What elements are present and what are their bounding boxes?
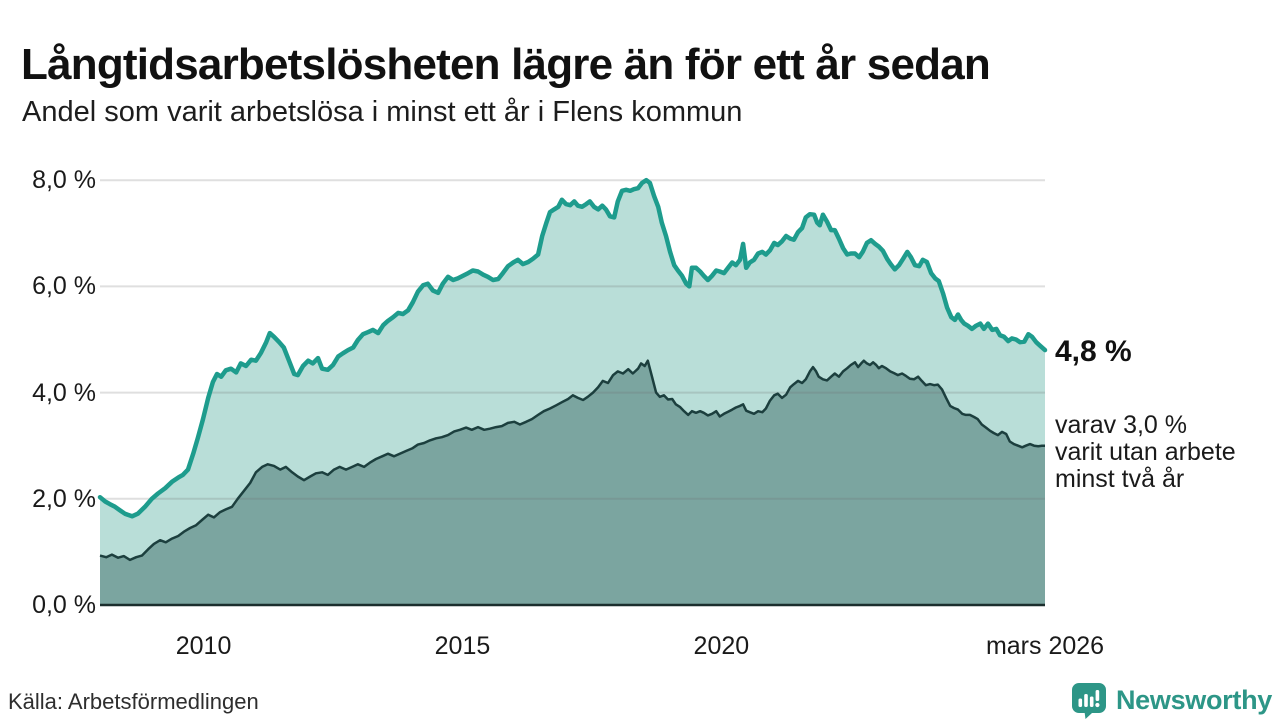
area-unemployed-two-years xyxy=(100,360,1045,605)
y-tick-label: 4,0 % xyxy=(32,378,96,407)
y-tick-label: 8,0 % xyxy=(32,166,96,195)
source-note: Källa: Arbetsförmedlingen xyxy=(8,689,259,714)
x-tick-label: 2015 xyxy=(434,632,491,660)
x-tick-label: 2020 xyxy=(693,632,750,660)
newsworthy-speech-bubble-bar-chart-icon xyxy=(1071,683,1106,719)
chart-subtitle: Andel som varit arbetslösa i minst ett å… xyxy=(22,96,743,128)
brand-logo: Newsworthy xyxy=(1070,680,1272,720)
gridlines xyxy=(100,179,1045,500)
page-title: Långtidsarbetslösheten lägre än för ett … xyxy=(21,40,991,90)
y-tick-label: 2,0 % xyxy=(32,484,96,513)
latest-value-label: 4,8 % xyxy=(1055,335,1132,368)
secondary-value-note: varav 3,0 % varit utan arbete minst två … xyxy=(1055,411,1236,493)
y-tick-label: 0,0 % xyxy=(32,591,96,619)
line-unemployed-one-year xyxy=(97,177,1048,519)
x-tick-label: mars 2026 xyxy=(985,632,1105,660)
line-unemployed-two-years xyxy=(99,359,1045,562)
y-tick-label: 6,0 % xyxy=(32,272,96,301)
brand-name: Newsworthy xyxy=(1115,684,1272,715)
x-tick-label: 2010 xyxy=(175,632,232,660)
